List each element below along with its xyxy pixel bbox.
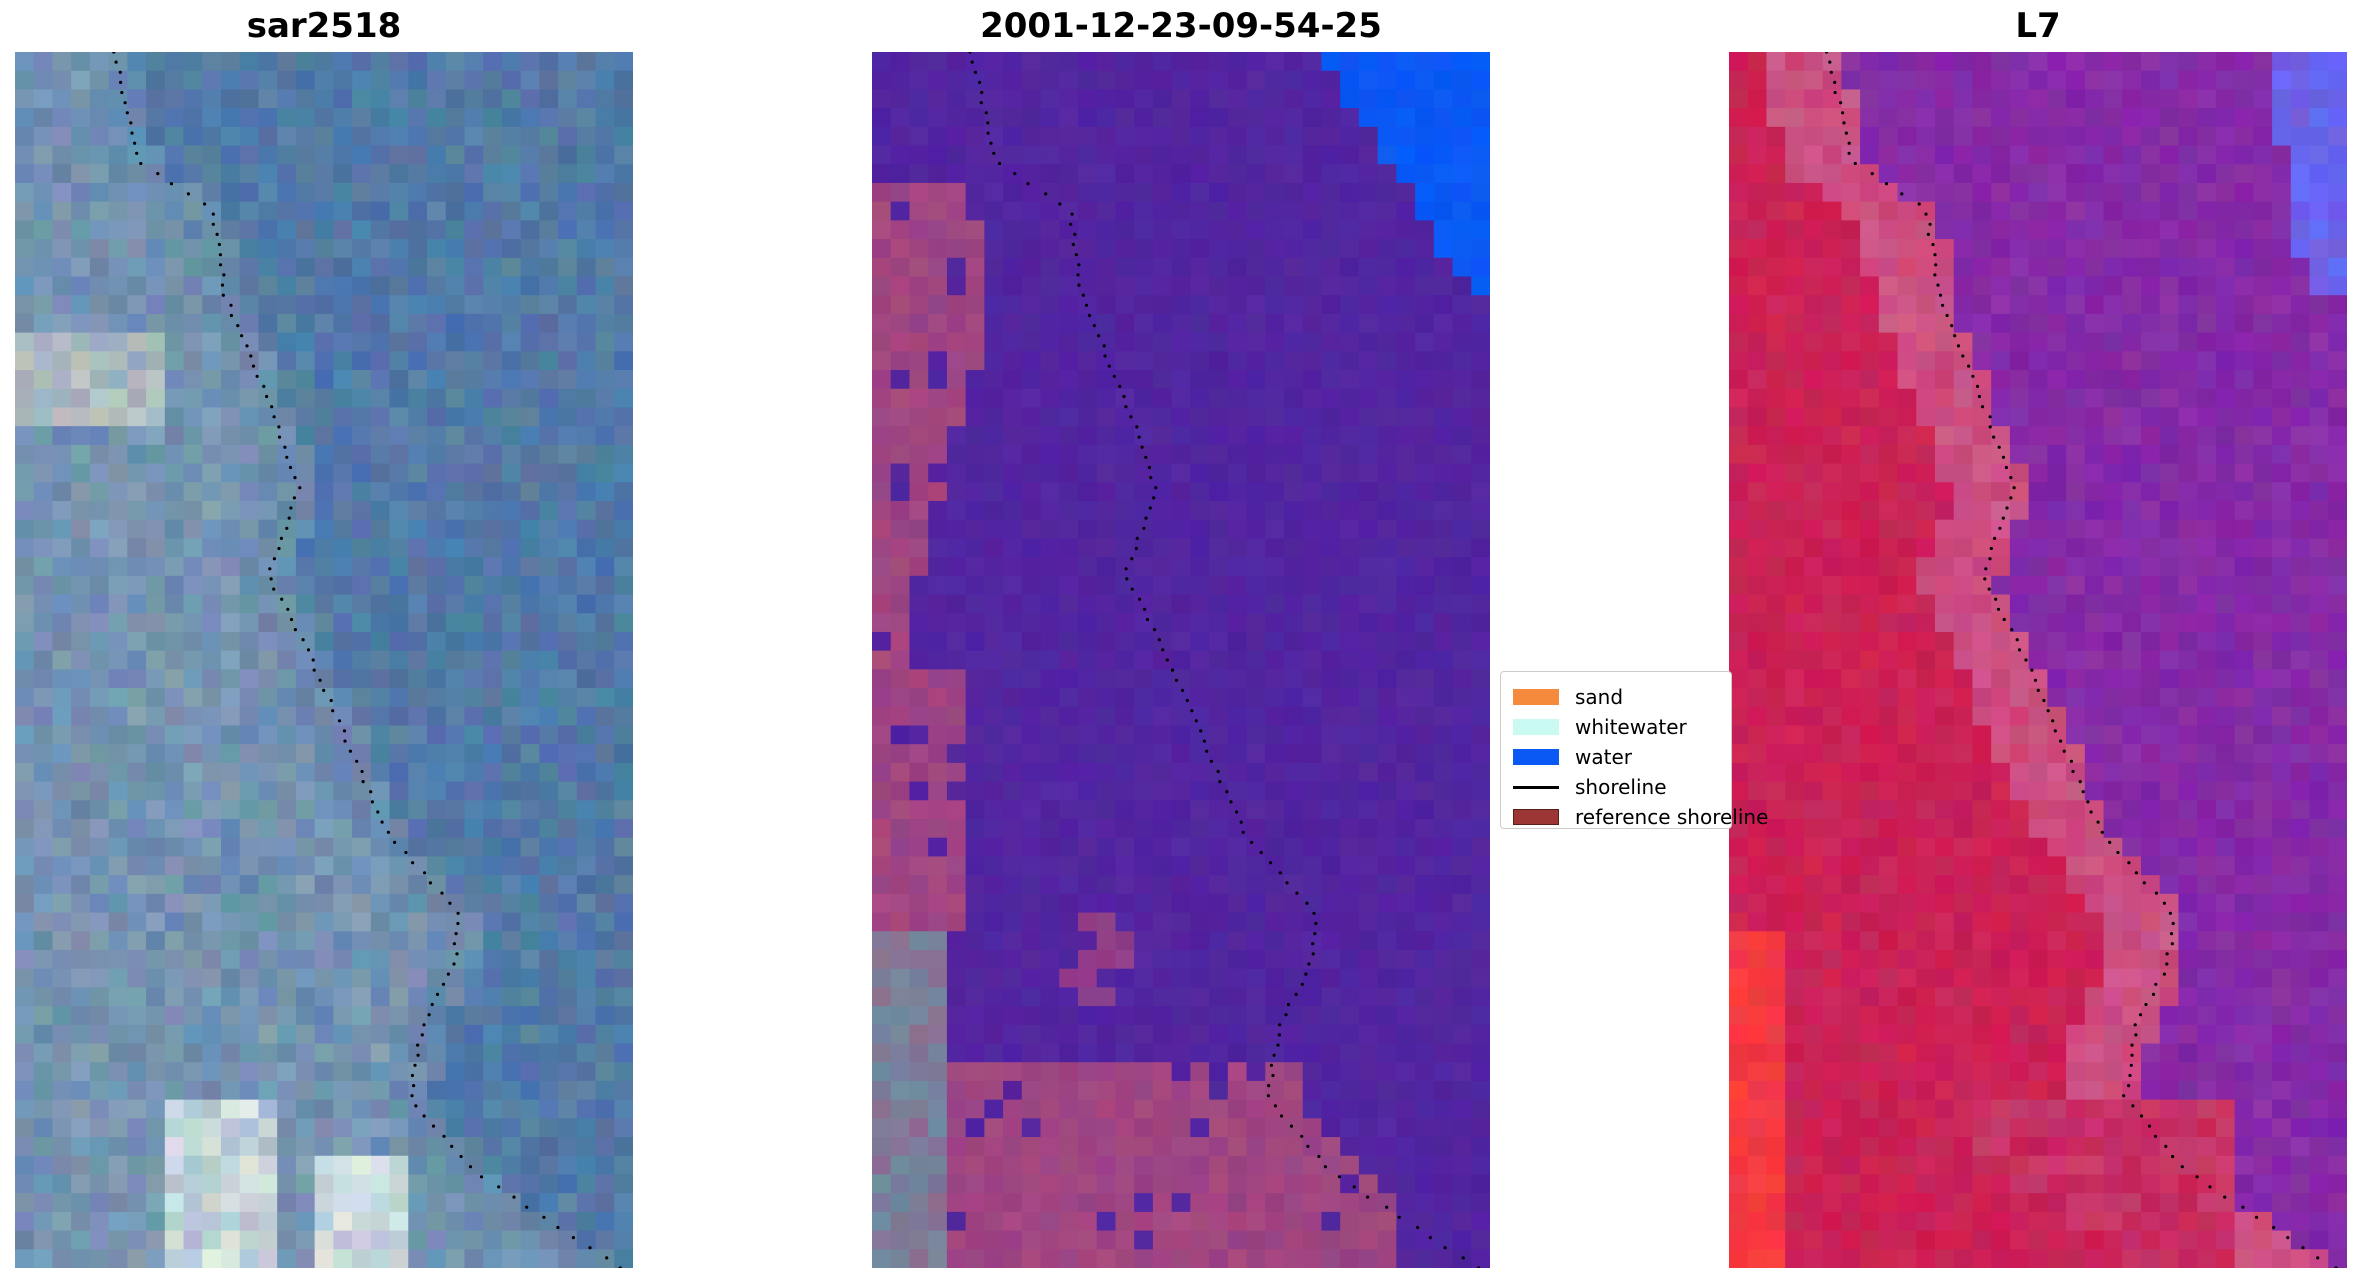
panel-title-rgb: sar2518 bbox=[246, 6, 402, 46]
shoreline-dots-falsecolor bbox=[1825, 52, 2338, 1268]
legend-item-reference-shoreline: reference shoreline bbox=[1513, 802, 1768, 832]
shoreline-dots-classified bbox=[968, 52, 1481, 1268]
legend-label: sand bbox=[1575, 685, 1624, 709]
legend-label: water bbox=[1575, 745, 1632, 769]
panel-title-falsecolor: L7 bbox=[2015, 6, 2061, 46]
legend-item-water: water bbox=[1513, 742, 1719, 772]
shoreline-dots-rgb bbox=[112, 52, 622, 1268]
rgb-satellite-image bbox=[15, 52, 633, 1268]
legend-label: reference shoreline bbox=[1575, 805, 1769, 829]
legend-swatch-shoreline bbox=[1513, 785, 1559, 789]
classified-image-panel bbox=[872, 52, 1490, 1268]
falsecolor-image bbox=[1729, 52, 2347, 1268]
legend-swatch-water bbox=[1513, 749, 1559, 765]
legend-item-sand: sand bbox=[1513, 682, 1719, 712]
panel-title-classified: 2001-12-23-09-54-25 bbox=[980, 6, 1382, 46]
legend-swatch-whitewater bbox=[1513, 719, 1559, 735]
rgb-image-panel bbox=[15, 52, 633, 1268]
falsecolor-image-panel bbox=[1729, 52, 2347, 1268]
legend-label: whitewater bbox=[1575, 715, 1687, 739]
classified-image bbox=[872, 52, 1490, 1268]
legend-swatch-reference-shoreline bbox=[1513, 809, 1559, 825]
legend: sand whitewater water shoreline referenc… bbox=[1500, 671, 1768, 832]
legend-item-whitewater: whitewater bbox=[1513, 712, 1719, 742]
legend-swatch-sand bbox=[1513, 689, 1559, 705]
legend-item-shoreline: shoreline bbox=[1513, 772, 1719, 802]
legend-label: shoreline bbox=[1575, 775, 1667, 799]
